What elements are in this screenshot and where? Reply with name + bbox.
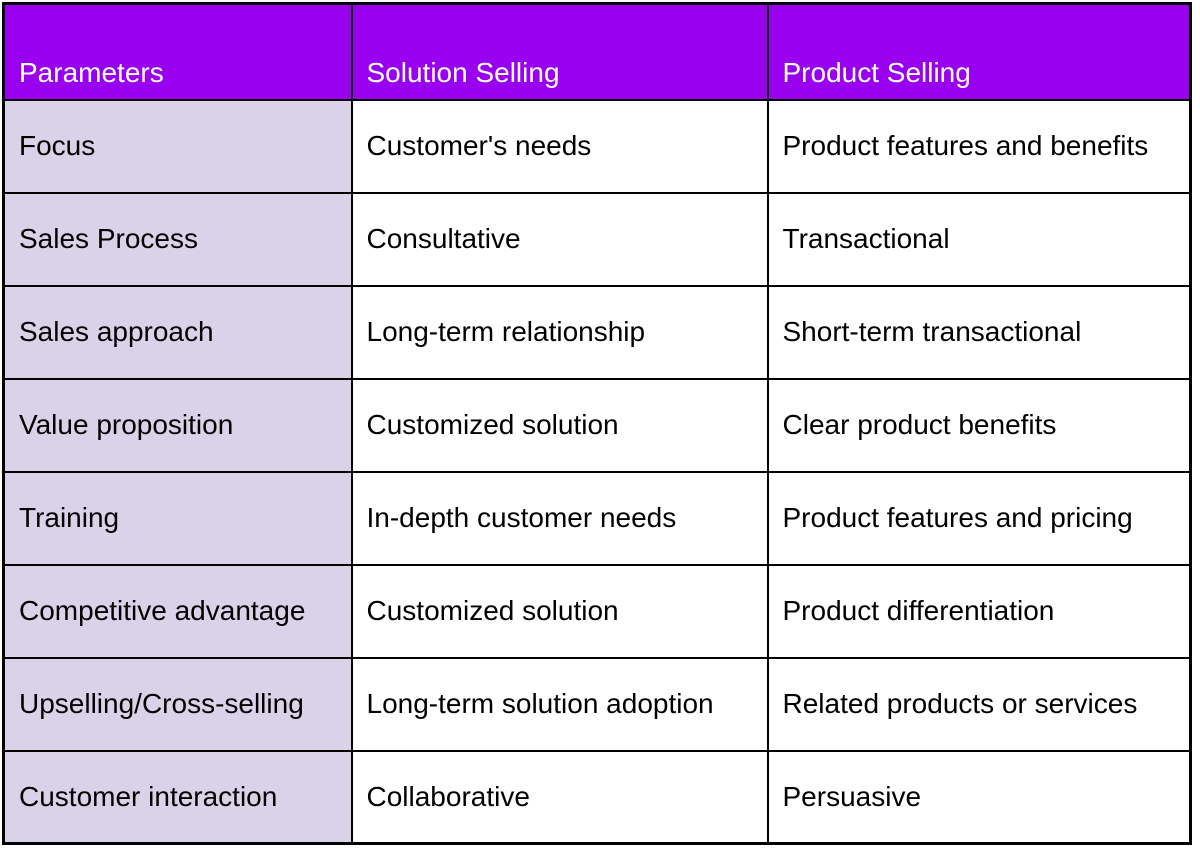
product-selling-cell: Product differentiation — [766, 563, 1192, 659]
table-row-upselling-cross-selling: Upselling/Cross-selling Long-term soluti… — [2, 656, 1192, 752]
solution-selling-cell: Consultative — [350, 191, 769, 287]
parameter-cell: Value proposition — [2, 377, 353, 473]
product-selling-cell: Product features and benefits — [766, 98, 1192, 194]
table-row-competitive-advantage: Competitive advantage Customized solutio… — [2, 563, 1192, 659]
product-selling-cell: Short-term transactional — [766, 284, 1192, 380]
header-row: Parameters Solution Selling Product Sell… — [2, 2, 1192, 101]
table-row-training: Training In-depth customer needs Product… — [2, 470, 1192, 566]
solution-selling-cell: Customized solution — [350, 563, 769, 659]
product-selling-cell: Persuasive — [766, 749, 1192, 845]
product-selling-cell: Product features and pricing — [766, 470, 1192, 566]
solution-selling-cell: Long-term solution adoption — [350, 656, 769, 752]
parameter-cell: Training — [2, 470, 353, 566]
column-header-solution-selling: Solution Selling — [350, 2, 769, 101]
parameter-cell: Competitive advantage — [2, 563, 353, 659]
table-header: Parameters Solution Selling Product Sell… — [2, 2, 1192, 101]
product-selling-cell: Related products or services — [766, 656, 1192, 752]
table-row-sales-process: Sales Process Consultative Transactional — [2, 191, 1192, 287]
parameter-cell: Customer interaction — [2, 749, 353, 845]
column-header-parameters: Parameters — [2, 2, 353, 101]
column-header-product-selling: Product Selling — [766, 2, 1192, 101]
product-selling-cell: Transactional — [766, 191, 1192, 287]
parameter-cell: Focus — [2, 98, 353, 194]
solution-selling-cell: Customer's needs — [350, 98, 769, 194]
parameter-cell: Sales Process — [2, 191, 353, 287]
table-row-sales-approach: Sales approach Long-term relationship Sh… — [2, 284, 1192, 380]
parameter-cell: Upselling/Cross-selling — [2, 656, 353, 752]
solution-selling-cell: In-depth customer needs — [350, 470, 769, 566]
parameter-cell: Sales approach — [2, 284, 353, 380]
solution-selling-cell: Long-term relationship — [350, 284, 769, 380]
solution-selling-cell: Collaborative — [350, 749, 769, 845]
solution-selling-cell: Customized solution — [350, 377, 769, 473]
table-row-customer-interaction: Customer interaction Collaborative Persu… — [2, 749, 1192, 845]
product-selling-cell: Clear product benefits — [766, 377, 1192, 473]
table-body: Focus Customer's needs Product features … — [2, 98, 1192, 845]
table-row-value-proposition: Value proposition Customized solution Cl… — [2, 377, 1192, 473]
table-row-focus: Focus Customer's needs Product features … — [2, 98, 1192, 194]
